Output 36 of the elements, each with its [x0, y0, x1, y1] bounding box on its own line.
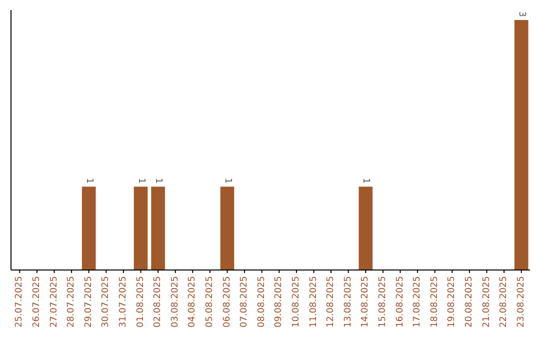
x-tick-label: 26.07.2025: [32, 276, 42, 328]
x-tick-label: 03.08.2025: [170, 276, 180, 328]
data-label: 1: [84, 178, 94, 184]
x-tick-label: 02.08.2025: [153, 276, 164, 328]
x-tick-label: 08.08.2025: [256, 276, 267, 328]
x-tick-label: 25.07.2025: [14, 276, 25, 328]
x-tick-label: 15.08.2025: [378, 276, 388, 328]
x-tick-label: 11.08.2025: [308, 276, 319, 328]
x-tick-label: 01.08.2025: [136, 276, 146, 328]
x-tick-label: 17.08.2025: [412, 276, 423, 328]
x-tick-label: 06.08.2025: [222, 276, 232, 328]
x-tick-label: 12.08.2025: [326, 276, 336, 328]
x-tick-label: 13.08.2025: [343, 276, 354, 328]
x-tick-label: 18.08.2025: [430, 276, 440, 328]
x-tick-label: 22.08.2025: [499, 276, 510, 328]
x-tick-label: 31.07.2025: [118, 276, 128, 328]
data-label: 1: [222, 178, 232, 184]
x-tick-label: 20.08.2025: [464, 276, 474, 328]
data-label: 3: [516, 11, 526, 17]
data-label: 1: [136, 178, 146, 184]
x-tick-label: 04.08.2025: [188, 276, 198, 328]
x-tick-label: 07.08.2025: [240, 276, 250, 328]
data-label: 1: [360, 178, 371, 184]
x-tick-label: 16.08.2025: [395, 276, 406, 328]
x-tick-label: 14.08.2025: [360, 276, 371, 328]
x-tick-label: 28.07.2025: [66, 276, 77, 328]
x-tick-label: 21.08.2025: [482, 276, 492, 328]
x-tick-label: 27.07.2025: [49, 276, 60, 328]
x-tick-label: 30.07.2025: [101, 276, 112, 328]
x-tick-label: 10.08.2025: [291, 276, 302, 328]
data-label: 1: [153, 178, 164, 184]
x-tick-label: 09.08.2025: [274, 276, 284, 328]
x-tick-label: 05.08.2025: [204, 276, 215, 328]
x-tick-label: 19.08.2025: [447, 276, 458, 328]
x-tick-label: 29.07.2025: [84, 276, 94, 328]
x-tick-label: 23.08.2025: [516, 276, 526, 328]
